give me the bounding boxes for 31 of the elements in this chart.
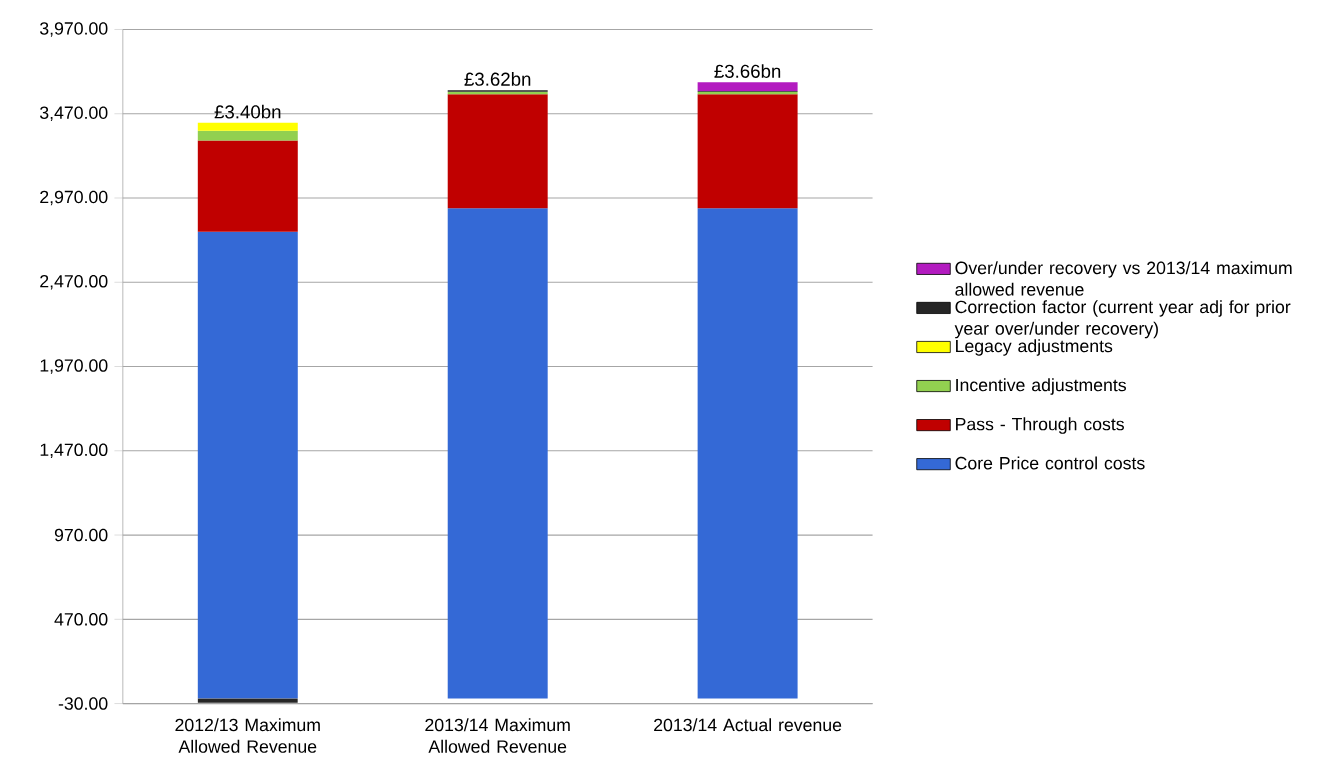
x-tick-label: 2013/14 Actual revenue (654, 718, 842, 732)
y-tick-label: 3,970.00 (39, 22, 108, 37)
legend-label: Core Price control costs (955, 456, 1145, 470)
bar (447, 94, 548, 209)
y-tick-label: 2,970.00 (40, 190, 108, 206)
bar (697, 208, 798, 699)
legend-label: Correction factor (current year adj for prior year over/under recovery) (954, 300, 1291, 339)
y-tick-label: 1,470.00 (40, 443, 108, 458)
legend-label: Pass - Through costs (956, 417, 1124, 434)
y-tick-label: 3,470.00 (39, 106, 108, 121)
bar (197, 122, 298, 131)
y-tick-label: 970.00 (54, 528, 108, 542)
bar (197, 140, 298, 232)
bar (197, 130, 298, 141)
total-label: £3.62bn (464, 71, 531, 86)
y-tick-label: 2,470.00 (40, 274, 108, 290)
bar (197, 231, 298, 699)
x-tick-label: 2012/13 Maximum Allowed Revenue (175, 718, 320, 753)
bar (197, 698, 298, 703)
total-label: £3.66bn (714, 64, 781, 78)
legend-label: Over/under recovery vs 2013/14 maximum allowed revenue (955, 261, 1292, 296)
y-tick-label: -30.00 (58, 697, 108, 710)
bar (697, 82, 798, 91)
bar (697, 94, 798, 209)
y-tick-label: 470.00 (54, 612, 108, 626)
y-tick-label: 1,970.00 (40, 359, 108, 374)
bar (447, 208, 548, 699)
total-label: £3.40bn (214, 104, 281, 119)
legend-label: Incentive adjustments (956, 378, 1126, 395)
legend-label: Legacy adjustments (956, 339, 1113, 356)
x-tick-label: 2013/14 Maximum Allowed Revenue (425, 718, 570, 753)
